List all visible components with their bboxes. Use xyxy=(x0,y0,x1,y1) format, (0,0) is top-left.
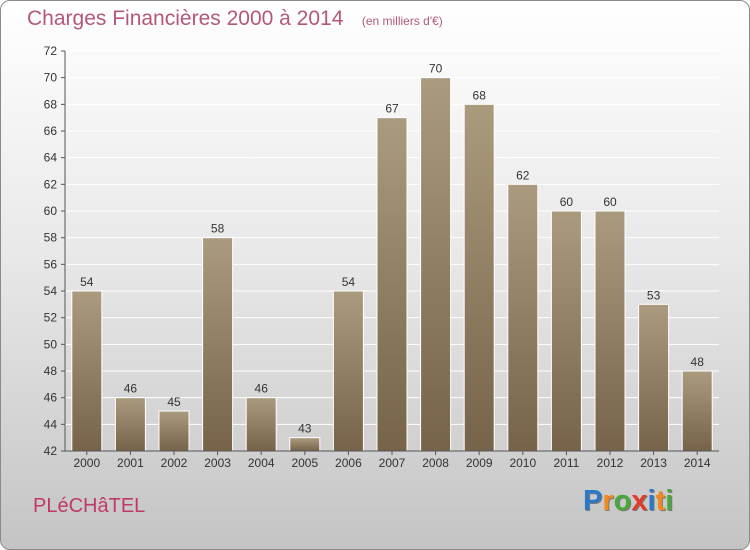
data-label-2011: 60 xyxy=(560,195,574,209)
y-tick-label: 64 xyxy=(44,151,58,165)
data-label-2005: 43 xyxy=(298,422,312,436)
x-tick-label-2006: 2006 xyxy=(335,456,362,470)
logo-letter: x xyxy=(631,485,648,517)
data-label-2006: 54 xyxy=(342,275,356,289)
x-tick-label-2004: 2004 xyxy=(248,456,275,470)
data-label-2009: 68 xyxy=(473,88,487,102)
y-tick-label: 54 xyxy=(44,284,58,298)
y-tick-label: 62 xyxy=(44,177,58,191)
bar-2004 xyxy=(245,397,277,452)
data-label-2004: 46 xyxy=(255,382,269,396)
x-axis-ticks: 2000 2001 2002 2003 2004 2005 2006 2007 2008 2009… xyxy=(73,451,711,470)
y-tick-label: 48 xyxy=(44,364,58,378)
x-tick-label-2014: 2014 xyxy=(684,456,711,470)
x-tick-label-2001: 2001 xyxy=(117,456,144,470)
commune-name: PLéCHâTEL xyxy=(33,495,146,517)
chart-title: Charges Financières 2000 à 2014 xyxy=(27,7,344,30)
data-label-2001: 46 xyxy=(124,382,138,396)
bar-2013 xyxy=(638,303,670,452)
y-tick-label: 58 xyxy=(44,231,58,245)
axes xyxy=(64,51,719,452)
data-label-2012: 60 xyxy=(603,195,617,209)
y-tick-label: 50 xyxy=(44,337,58,351)
bar-2007 xyxy=(376,117,408,452)
y-axis-ticks: 42 44 46 48 50 52 54 56 58 60 62 64 66 68 70 72 xyxy=(44,44,65,458)
bar-2006 xyxy=(332,290,364,452)
data-label-2014: 48 xyxy=(691,355,705,369)
title-row: Charges Financières 2000 à 2014 (en mill… xyxy=(27,7,443,31)
x-tick-label-2002: 2002 xyxy=(161,456,188,470)
bar-2000 xyxy=(71,290,103,452)
bar-2012 xyxy=(594,210,626,452)
x-tick-label-2009: 2009 xyxy=(466,456,493,470)
logo-letter: i xyxy=(665,485,674,517)
bars xyxy=(71,77,713,452)
logo-letter: r xyxy=(602,485,614,517)
proxiti-logo: Proxiti xyxy=(583,485,673,518)
bar-2001 xyxy=(114,397,146,452)
data-label-2010: 62 xyxy=(516,168,530,182)
data-labels: 54 46 45 58 46 43 54 67 70 68 62 60 60 53 48 xyxy=(80,62,704,436)
bar-2005 xyxy=(289,437,321,452)
bar-2010 xyxy=(507,183,539,452)
x-tick-label-2012: 2012 xyxy=(597,456,624,470)
bar-2003 xyxy=(202,237,234,452)
y-tick-label: 66 xyxy=(44,124,58,138)
logo-letter: t xyxy=(655,485,666,517)
x-tick-label-2007: 2007 xyxy=(379,456,406,470)
bar-2011 xyxy=(550,210,582,452)
y-tick-label: 60 xyxy=(44,204,58,218)
logo-letter: o xyxy=(613,485,632,517)
data-label-2008: 70 xyxy=(429,62,443,76)
bar-2002 xyxy=(158,410,190,452)
bar-2014 xyxy=(681,370,713,452)
x-tick-label-2013: 2013 xyxy=(640,456,667,470)
y-tick-label: 46 xyxy=(44,391,58,405)
x-tick-label-2000: 2000 xyxy=(73,456,100,470)
x-tick-label-2010: 2010 xyxy=(509,456,536,470)
x-tick-label-2005: 2005 xyxy=(291,456,318,470)
logo-letter: P xyxy=(583,485,603,517)
data-label-2000: 54 xyxy=(80,275,94,289)
y-tick-label: 56 xyxy=(44,257,58,271)
y-tick-label: 70 xyxy=(44,71,58,85)
data-label-2003: 58 xyxy=(211,222,225,236)
y-tick-label: 68 xyxy=(44,97,58,111)
data-label-2002: 45 xyxy=(167,395,181,409)
y-tick-label: 72 xyxy=(44,44,58,58)
chart-subtitle: (en milliers d'€) xyxy=(361,14,443,28)
logo-letter: i xyxy=(647,485,656,517)
x-tick-label-2011: 2011 xyxy=(553,456,579,470)
y-tick-label: 52 xyxy=(44,311,58,325)
x-tick-label-2003: 2003 xyxy=(204,456,231,470)
bar-2008 xyxy=(420,77,452,452)
data-label-2007: 67 xyxy=(385,102,399,116)
x-tick-label-2008: 2008 xyxy=(422,456,449,470)
y-tick-label: 44 xyxy=(44,417,58,431)
bar-2009 xyxy=(463,103,495,452)
y-tick-label: 42 xyxy=(44,444,58,458)
data-label-2013: 53 xyxy=(647,288,661,302)
